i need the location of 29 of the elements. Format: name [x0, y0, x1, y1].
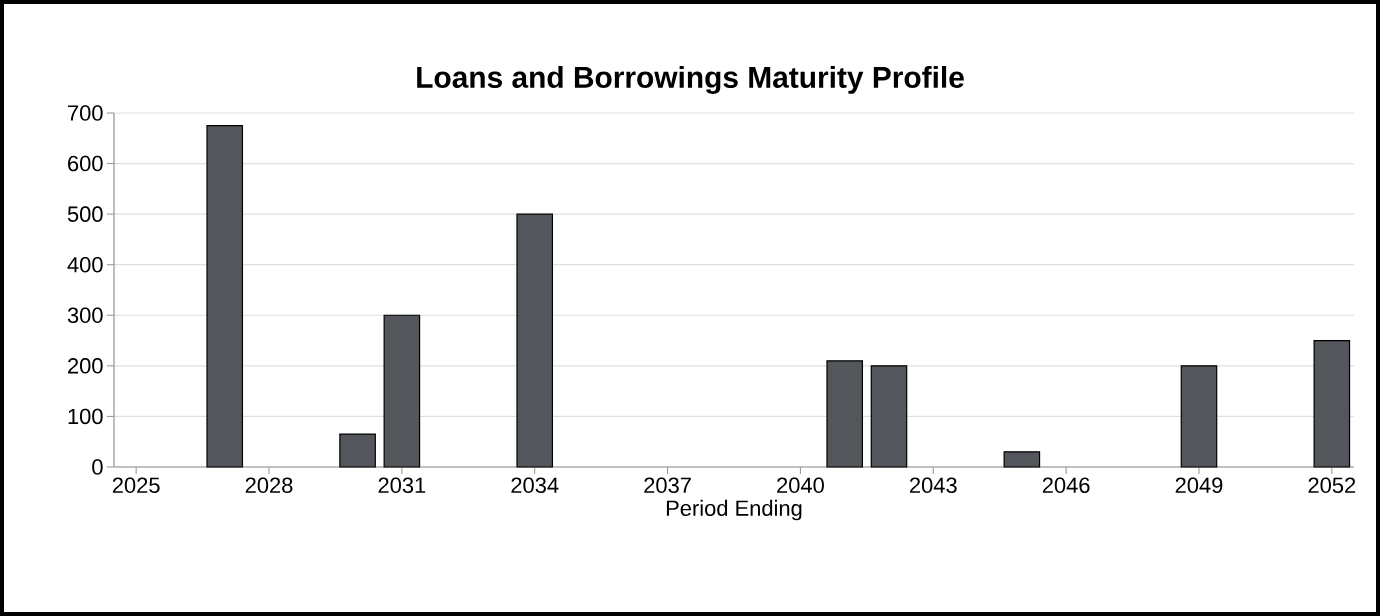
bar — [1003, 451, 1041, 468]
bar — [1180, 365, 1218, 468]
x-tick-label: 2037 — [644, 477, 691, 494]
y-tick-label: 700 — [68, 105, 103, 121]
bar — [516, 213, 554, 468]
x-tick-label: 2025 — [112, 477, 160, 494]
x-tick-label: 2028 — [245, 477, 293, 494]
bar — [383, 314, 421, 468]
y-tick-label: 600 — [68, 155, 103, 172]
bar — [870, 365, 908, 468]
y-tick-label: 0 — [92, 459, 103, 475]
x-tick-label: 2031 — [378, 477, 426, 494]
y-tick-label: 100 — [68, 408, 103, 425]
chart-title: Loans and Borrowings Maturity Profile — [417, 65, 964, 94]
x-tick-label: 2049 — [1175, 477, 1223, 494]
x-tick-label: 2052 — [1308, 477, 1356, 494]
y-tick-label: 400 — [67, 256, 103, 273]
y-tick-label: 200 — [68, 358, 103, 374]
y-tick-label: 300 — [67, 307, 103, 324]
x-tick-label: 2046 — [1042, 477, 1090, 494]
bar — [206, 125, 244, 468]
bar — [826, 360, 864, 468]
bar — [1313, 339, 1351, 468]
x-tick-label: 2040 — [777, 477, 824, 494]
y-tick-label: 500 — [67, 206, 103, 222]
x-tick-label: 2034 — [511, 477, 559, 494]
bar — [339, 433, 376, 468]
x-axis-title: Period Ending — [666, 499, 802, 521]
x-tick-label: 2043 — [910, 477, 957, 494]
